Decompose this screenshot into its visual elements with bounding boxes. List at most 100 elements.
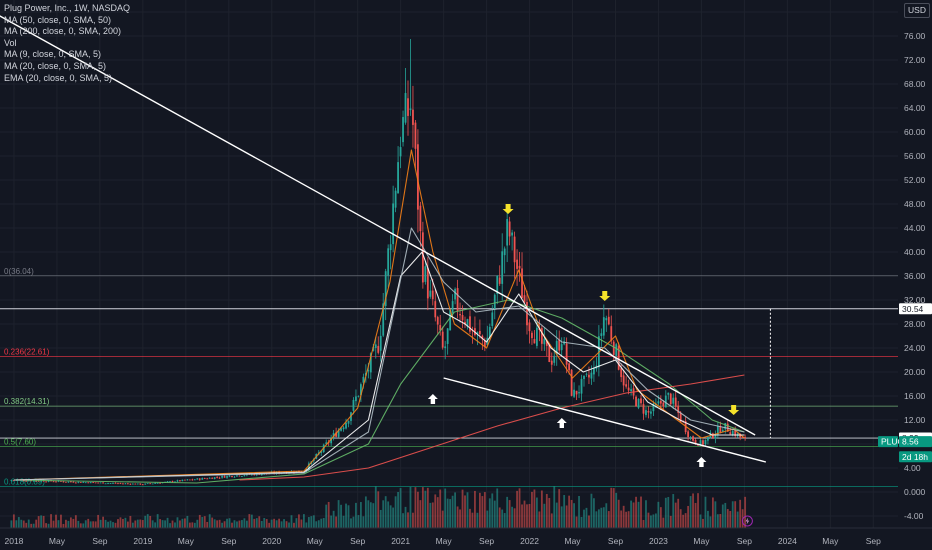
volume-bar <box>273 518 276 528</box>
candle-body <box>307 463 310 470</box>
candle-body <box>652 403 655 412</box>
candle-body <box>139 483 142 485</box>
candle-body <box>211 477 214 479</box>
candle-body <box>513 236 516 263</box>
candle-body <box>441 331 444 348</box>
candle-body <box>545 340 548 346</box>
volume-bar <box>382 500 385 528</box>
candle-body <box>548 344 551 362</box>
volume-bar <box>558 489 561 528</box>
candle-body <box>692 436 694 441</box>
volume-bar <box>332 510 335 528</box>
price-axis-tick: 60.00 <box>904 127 926 137</box>
candle-body <box>570 369 573 396</box>
volume-bar <box>374 486 377 528</box>
candle-body <box>25 480 28 482</box>
candle-body <box>672 397 675 404</box>
candle-body <box>694 440 697 444</box>
volume-bar <box>263 518 266 528</box>
candle-body <box>669 393 672 405</box>
candle-body <box>228 475 231 477</box>
volume-bar <box>379 509 382 528</box>
candle-body <box>216 477 219 478</box>
candle-body <box>82 482 85 484</box>
volume-bar <box>171 520 174 528</box>
candle-body <box>431 290 434 300</box>
candle-body <box>531 332 533 339</box>
volume-histogram <box>10 486 747 528</box>
candle-body <box>407 98 409 116</box>
volume-bar <box>275 520 278 528</box>
candle-body <box>640 398 642 404</box>
candle-body <box>429 290 432 297</box>
candle-body <box>233 476 236 478</box>
time-axis-tick: 2020 <box>262 536 281 546</box>
volume-bar <box>65 519 67 528</box>
volume-bar <box>184 518 186 528</box>
volume-bar <box>79 523 82 528</box>
candle-body <box>622 375 625 386</box>
volume-bar <box>107 521 109 528</box>
volume-bar <box>640 496 642 528</box>
candle-body <box>558 339 561 351</box>
volume-bar <box>441 510 444 528</box>
volume-bar <box>719 514 722 528</box>
volume-bar <box>702 518 704 528</box>
volume-bar <box>645 500 647 528</box>
volume-bar <box>238 520 241 528</box>
candle-body <box>610 326 613 341</box>
candle-body <box>213 477 216 479</box>
candle-body <box>625 384 628 387</box>
volume-bar <box>20 519 23 528</box>
volume-bar <box>42 515 45 528</box>
candle-body <box>498 277 501 284</box>
volume-bar <box>682 514 685 528</box>
volume-bar <box>211 517 214 528</box>
candle-body <box>389 244 392 251</box>
lightning-glyph <box>745 517 750 525</box>
candle-body <box>188 479 191 481</box>
volume-bar <box>315 521 318 528</box>
candle-body <box>342 427 345 430</box>
currency-badge[interactable]: USD <box>904 3 930 18</box>
volume-bar <box>27 519 30 528</box>
candle-body <box>392 203 395 245</box>
volume-bar <box>82 523 85 528</box>
volume-bar <box>340 504 342 528</box>
candle-body <box>72 481 75 483</box>
candle-body <box>186 479 189 481</box>
candle-body <box>719 425 722 433</box>
volume-bar <box>662 517 665 528</box>
volume-bar <box>114 522 117 528</box>
candle-body <box>77 481 80 483</box>
volume-bar <box>538 511 541 528</box>
trendline-lower <box>443 377 767 463</box>
volume-bar <box>241 520 243 528</box>
volume-bar <box>305 522 308 528</box>
candle-body <box>62 481 65 483</box>
volume-bar <box>407 512 409 528</box>
candle-body <box>444 346 447 349</box>
candle-body <box>568 363 571 371</box>
candle-body <box>518 265 521 269</box>
volume-bar <box>436 497 439 528</box>
candle-body <box>377 345 380 353</box>
candle-body <box>12 480 15 481</box>
volume-bar <box>52 520 55 528</box>
candle-body <box>181 479 184 482</box>
candle-body <box>129 483 132 485</box>
moving-average-line <box>13 149 745 481</box>
volume-bar <box>498 507 501 528</box>
volume-bar <box>521 504 523 528</box>
candle-body <box>221 476 223 478</box>
candle-body <box>330 438 333 444</box>
volume-bar <box>585 507 588 528</box>
volume-bar <box>409 486 412 528</box>
volume-bar <box>245 520 248 528</box>
price-axis-tick: 64.00 <box>904 103 926 113</box>
time-axis-tick: 2021 <box>391 536 410 546</box>
volume-bar <box>166 517 169 528</box>
volume-bar <box>335 516 338 528</box>
time-axis-tick: Sep <box>737 536 752 546</box>
